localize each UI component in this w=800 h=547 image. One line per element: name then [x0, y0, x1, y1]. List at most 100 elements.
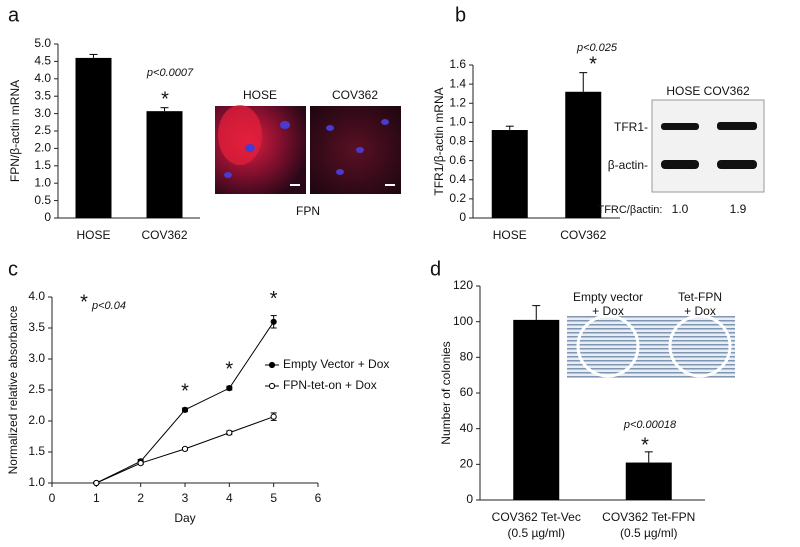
bar	[513, 319, 560, 500]
p-value: p<0.00018	[623, 419, 677, 431]
y-tick-label: 1.6	[449, 57, 466, 71]
well	[576, 314, 640, 378]
y-axis-label: FPN/β-actin mRNA	[8, 80, 22, 182]
y-tick-label: 1.2	[449, 95, 466, 109]
blot-row-label: TFR1-	[614, 120, 648, 134]
y-tick-label: 2.5	[34, 123, 51, 137]
y-tick-label: 40	[460, 421, 474, 435]
ratio-value: 1.9	[730, 202, 747, 216]
significance-star: *	[270, 288, 278, 310]
ratio-value: 1.0	[672, 202, 689, 216]
x-tick-label: COV362	[141, 228, 187, 242]
y-tick-label: 0.6	[449, 153, 466, 167]
y-tick-label: 0.2	[449, 191, 466, 205]
band	[717, 160, 757, 169]
legend-label: FPN-tet-on + Dox	[283, 378, 377, 392]
y-tick-label: 3.0	[28, 351, 45, 365]
y-tick-label: 2.0	[28, 413, 45, 427]
nucleus	[326, 125, 334, 131]
panel-letter: a	[8, 4, 20, 26]
x-tick-label: HOSE	[493, 228, 527, 242]
y-tick-label: 20	[460, 457, 474, 471]
point	[181, 445, 189, 452]
y-tick-label: 3.5	[28, 320, 45, 334]
y-axis-label: TFR1/β-actin mRNA	[432, 87, 446, 195]
significance-star: *	[641, 434, 649, 456]
inset-caption: FPN	[296, 204, 320, 218]
scale-bar	[385, 184, 395, 186]
x-tick-label: 1	[93, 491, 100, 505]
nucleus	[336, 169, 344, 175]
blot	[651, 99, 765, 193]
nucleus	[245, 144, 255, 152]
y-tick-label: 100	[453, 314, 473, 328]
inset-label: HOSE	[243, 88, 277, 102]
y-tick-label: 0	[466, 492, 473, 506]
y-tick-label: 80	[460, 350, 474, 364]
significance-star: *	[161, 88, 169, 110]
x-tick-label: 0	[49, 491, 56, 505]
point	[137, 460, 144, 467]
panel-letter: c	[8, 258, 18, 280]
legend-label: Empty Vector + Dox	[283, 357, 389, 371]
x-tick-label: COV362 Tet-FPN	[602, 510, 695, 524]
point	[270, 413, 277, 420]
band	[661, 160, 699, 169]
y-tick-label: 2.0	[34, 141, 51, 155]
band	[717, 122, 757, 130]
y-tick-label: 3.5	[34, 88, 51, 102]
significance-star: *	[80, 291, 88, 313]
x-tick-label: HOSE	[76, 228, 110, 242]
y-tick-label: 1.5	[34, 158, 51, 172]
x-tick-label: COV362 Tet-Vec	[492, 510, 581, 524]
y-tick-label: 4.0	[34, 71, 51, 85]
panel-letter: b	[455, 4, 466, 26]
y-tick-label: 120	[453, 278, 473, 292]
nucleus	[381, 119, 389, 125]
y-tick-label: 0	[44, 210, 51, 224]
nucleus	[224, 172, 232, 178]
bar	[146, 111, 183, 218]
x-tick-label: 5	[270, 491, 277, 505]
y-tick-label: 1.4	[449, 76, 466, 90]
legend-marker	[268, 361, 276, 369]
micrograph	[310, 106, 401, 194]
blot-header: HOSE COV362	[666, 84, 750, 98]
x-tick-label: 3	[182, 491, 189, 505]
inset-label: + Dox	[684, 304, 716, 318]
y-tick-label: 3.0	[34, 106, 51, 120]
nucleus	[280, 121, 290, 129]
significance-star: *	[181, 380, 189, 402]
bar	[565, 91, 602, 218]
nucleus	[356, 147, 364, 153]
scale-bar	[290, 184, 300, 186]
inset-label: Empty vector	[573, 290, 643, 304]
y-tick-label: 0	[459, 210, 466, 224]
y-tick-label: 4.0	[28, 289, 45, 303]
y-tick-label: 1.0	[449, 115, 466, 129]
p-value: p<0.0007	[146, 67, 194, 79]
inset-label: + Dox	[592, 304, 624, 318]
x-axis-label: Day	[174, 511, 195, 525]
inset-label: Tet-FPN	[678, 290, 722, 304]
x-tick-label: (0.5 µg/ml)	[620, 526, 678, 540]
y-tick-label: 4.5	[34, 54, 51, 68]
x-tick-label: COV362	[560, 228, 606, 242]
ratio-label: TFRC/βactin:	[597, 204, 662, 216]
point	[226, 429, 233, 436]
y-tick-label: 1.0	[34, 175, 51, 189]
point	[181, 406, 189, 413]
x-tick-label: 4	[226, 491, 233, 505]
blot-row-label: β-actin-	[608, 158, 648, 172]
x-tick-label: 2	[137, 491, 144, 505]
x-tick-label: (0.5 µg/ml)	[507, 526, 565, 540]
y-tick-label: 5.0	[34, 36, 51, 50]
cell	[218, 105, 262, 165]
inset-label: COV362	[332, 88, 378, 102]
legend-marker	[268, 382, 276, 390]
significance-star: *	[589, 53, 597, 75]
well	[668, 314, 732, 378]
y-axis-label: Number of colonies	[439, 341, 453, 444]
bar	[491, 130, 528, 218]
